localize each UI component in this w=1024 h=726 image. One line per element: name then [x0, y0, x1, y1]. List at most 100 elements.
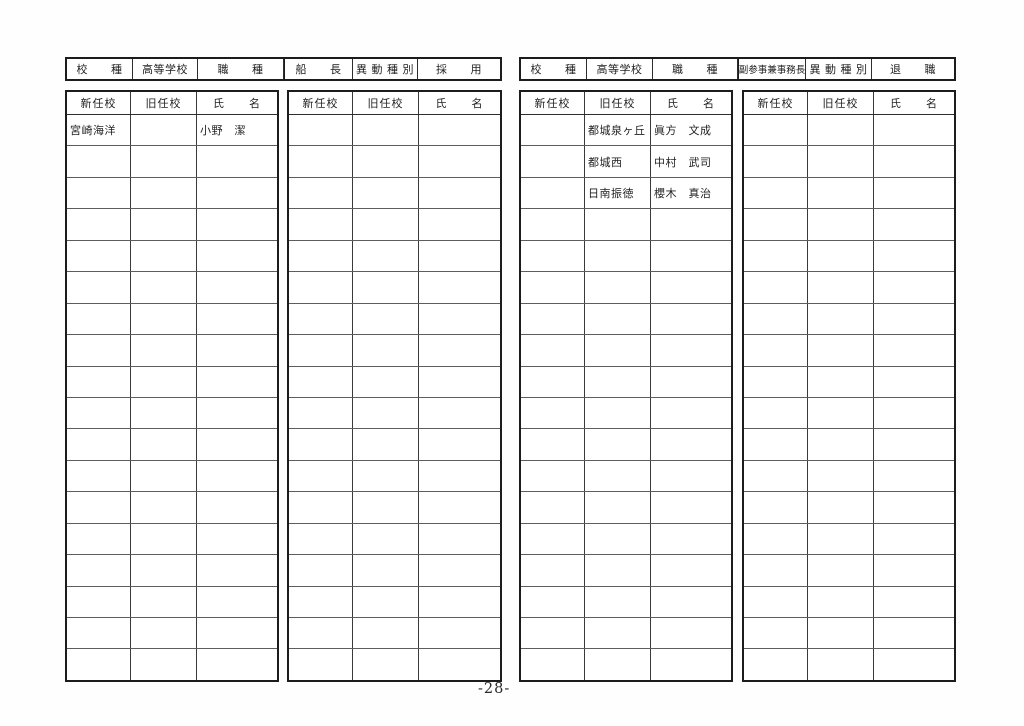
table-cell: 宮崎海洋 [67, 115, 131, 146]
table-cell [585, 209, 651, 240]
column-header-old-school: 旧任校 [585, 92, 651, 114]
table-row [289, 115, 500, 147]
school-type-label: 校 種 [521, 59, 587, 79]
column-header-new-school: 新任校 [744, 92, 808, 114]
table-cell: 都城泉ヶ丘 [585, 115, 651, 146]
column-header-name: 氏 名 [435, 97, 484, 110]
table-cell [808, 649, 874, 680]
table-row [289, 366, 500, 398]
job-title-value: 副参事兼事務長 [738, 59, 806, 79]
table-cell [353, 303, 419, 335]
table-cell [419, 492, 500, 522]
table-cell [744, 397, 808, 429]
table-cell [585, 397, 651, 429]
table-cell [744, 555, 808, 586]
table-cell [808, 586, 874, 617]
table-row [521, 429, 731, 461]
table-row [289, 555, 500, 587]
table-cell [419, 304, 500, 334]
table-row [744, 115, 954, 147]
column-header-name: 氏 名 [213, 97, 261, 110]
table-cell [744, 618, 808, 649]
table-cell [197, 178, 277, 208]
table-cell [874, 209, 954, 239]
table-cell [521, 492, 585, 523]
table-cell [197, 209, 277, 239]
table-cell [874, 241, 954, 271]
table-row [521, 618, 731, 650]
table-cell [353, 460, 419, 492]
table-cell [651, 524, 731, 554]
table-cell [585, 460, 651, 492]
table-cell [419, 429, 500, 459]
table-cell [808, 146, 874, 177]
table-cell [521, 115, 585, 146]
table-cell [521, 209, 585, 240]
table-cell [419, 115, 500, 145]
table-cell [289, 523, 353, 555]
table-row [744, 586, 954, 618]
table-cell [651, 618, 731, 648]
table-cell [521, 523, 585, 555]
table-cell [521, 586, 585, 617]
table-cell [744, 649, 808, 680]
table-cell [67, 146, 131, 177]
table-cell [197, 461, 277, 491]
table-body: 都城泉ヶ丘 眞方 文成 都城西 中村 武司 日南振徳 櫻木 真治 [521, 115, 731, 680]
table-row [67, 555, 277, 587]
table-row [521, 209, 731, 241]
table-cell [874, 587, 954, 617]
table-row [744, 460, 954, 493]
table-cell [289, 586, 353, 617]
table-row [67, 523, 277, 556]
table-row [521, 240, 731, 273]
column-header-new-school: 新任校 [67, 92, 131, 114]
table-cell [874, 178, 954, 208]
table-cell [197, 146, 277, 176]
table-row [744, 492, 954, 524]
table-cell [651, 272, 731, 302]
job-title-label: 職 種 [198, 59, 284, 79]
table-cell [131, 366, 197, 397]
table-cell [197, 429, 277, 459]
table-cell [289, 335, 353, 366]
column-header-new-school: 新任校 [289, 92, 353, 114]
column-header-old-school: 旧任校 [131, 92, 197, 114]
table-row: 都城西 中村 武司 [521, 146, 731, 178]
table-cell [197, 398, 277, 428]
table-cell [808, 460, 874, 492]
table-row [289, 335, 500, 367]
table-cell [67, 429, 131, 460]
table-cell [353, 523, 419, 555]
table-cell [67, 649, 131, 680]
table-row [744, 397, 954, 430]
table-cell [651, 461, 731, 491]
table-row [744, 272, 954, 304]
table-cell [131, 303, 197, 335]
table-cell [289, 649, 353, 680]
table-cell [289, 397, 353, 429]
table-cell [744, 146, 808, 177]
table-cell [651, 587, 731, 617]
table-cell [744, 209, 808, 240]
table-cell [744, 115, 808, 146]
table-row [289, 618, 500, 650]
school-type-label: 校 種 [67, 59, 133, 79]
column-header-new-school: 新任校 [521, 92, 585, 114]
table-row [289, 429, 500, 461]
table-cell [744, 303, 808, 335]
table-cell [67, 555, 131, 586]
table-cell [585, 429, 651, 460]
table-row [521, 586, 731, 618]
table-cell [651, 429, 731, 459]
table-cell [874, 555, 954, 585]
job-title-label: 職 種 [653, 59, 738, 79]
table-cell [808, 272, 874, 303]
transfer-table-4: 新任校 旧任校 氏 名 [742, 90, 956, 682]
table-cell [197, 555, 277, 585]
table-cell: 櫻木 真治 [654, 187, 712, 201]
table-row [67, 492, 277, 524]
table-cell [874, 398, 954, 428]
table-cell [521, 429, 585, 460]
table-cell [744, 429, 808, 460]
